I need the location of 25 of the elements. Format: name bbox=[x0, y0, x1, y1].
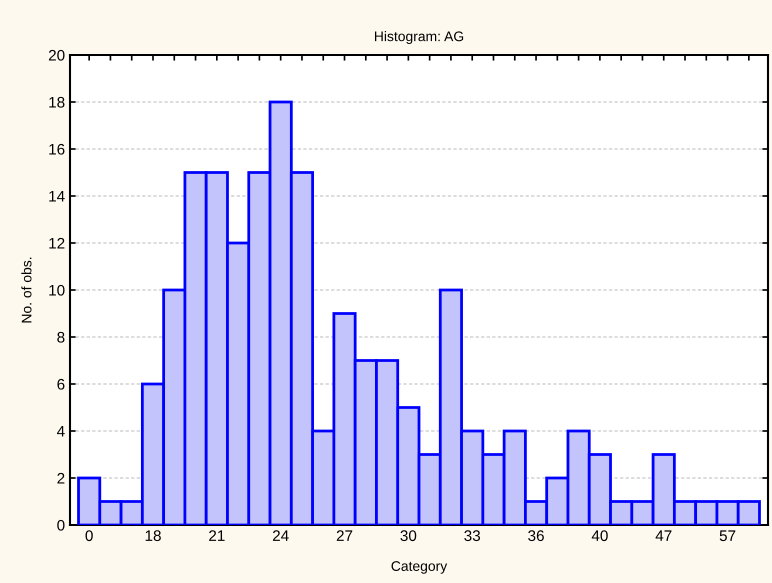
x-tick-label: 24 bbox=[272, 530, 289, 541]
y-tick-label: 4 bbox=[56, 426, 65, 437]
x-tick-label: 27 bbox=[336, 530, 352, 541]
y-tick-label: 18 bbox=[49, 96, 64, 108]
y-tick-label: 0 bbox=[57, 520, 65, 531]
y-tick-label: 8 bbox=[57, 332, 64, 343]
y-axis-title: No. of obs. bbox=[21, 258, 32, 322]
chart-title: Histogram: AG bbox=[374, 31, 464, 44]
x-tick-label: 47 bbox=[656, 530, 672, 541]
x-tick-label: 36 bbox=[528, 530, 544, 542]
x-axis-title: Category bbox=[392, 561, 448, 574]
y-tick-label: 20 bbox=[48, 50, 65, 61]
x-tick-label: 30 bbox=[400, 530, 416, 542]
y-tick-label: 16 bbox=[49, 144, 64, 155]
y-tick-label: 2 bbox=[57, 472, 64, 484]
x-tick-label: 40 bbox=[592, 530, 608, 542]
y-tick-label: 14 bbox=[49, 191, 65, 202]
x-tick-label: 33 bbox=[464, 530, 480, 542]
x-tick-label: 0 bbox=[86, 530, 93, 542]
y-tick-label: 12 bbox=[49, 238, 64, 249]
x-tick-label: 21 bbox=[209, 530, 225, 541]
y-tick-label: 10 bbox=[49, 284, 65, 296]
x-tick-label: 57 bbox=[720, 530, 736, 542]
x-tick-label: 18 bbox=[146, 530, 161, 542]
y-tick-label: 6 bbox=[57, 378, 64, 390]
